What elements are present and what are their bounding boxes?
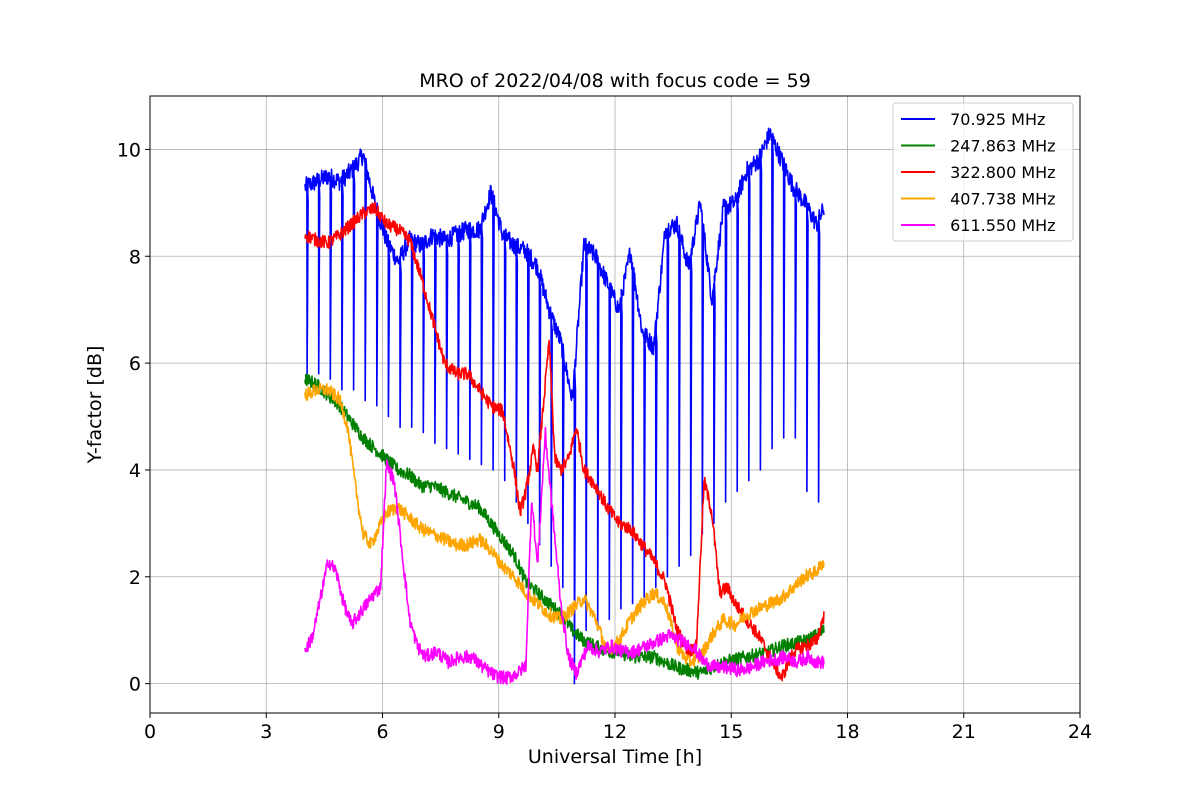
legend: 70.925 MHz 247.863 MHz 322.800 MHz 407.7…	[892, 102, 1074, 242]
y-tick-label: 4	[129, 460, 141, 482]
x-tick-label: 21	[952, 721, 976, 743]
plot-area	[304, 127, 825, 685]
legend-label: 322.800 MHz	[945, 163, 1056, 182]
x-tick-label: 3	[260, 721, 272, 743]
series-line	[304, 127, 825, 685]
y-tick-label: 0	[129, 674, 141, 696]
x-tick-label: 12	[603, 721, 627, 743]
legend-label: 407.738 MHz	[945, 190, 1056, 209]
legend-label: 247.863 MHz	[945, 137, 1056, 156]
y-tick-label: 2	[129, 567, 141, 589]
legend-box	[892, 102, 1074, 242]
series-line	[304, 382, 825, 668]
legend-label: 70.925 MHz	[945, 110, 1045, 129]
chart-title: MRO of 2022/04/08 with focus code = 59	[419, 70, 811, 92]
x-tick-label: 9	[493, 721, 505, 743]
series-line	[304, 426, 825, 685]
x-axis: 0 3 6 9 12 15 18 21 24	[144, 713, 1092, 743]
x-tick-label: 6	[376, 721, 388, 743]
x-tick-label: 18	[835, 721, 859, 743]
x-tick-label: 0	[144, 721, 156, 743]
y-tick-label: 8	[129, 246, 141, 268]
series-line	[304, 201, 825, 682]
y-tick-label: 6	[129, 353, 141, 375]
legend-label: 611.550 MHz	[945, 216, 1056, 235]
x-tick-label: 15	[719, 721, 743, 743]
x-axis-label: Universal Time [h]	[528, 746, 702, 768]
y-axis-label: Y-factor [dB]	[84, 346, 106, 465]
y-axis: 0 2 4 6 8 10	[117, 139, 150, 696]
x-tick-label: 24	[1068, 721, 1092, 743]
series-layer	[304, 127, 825, 685]
y-tick-label: 10	[117, 139, 141, 161]
